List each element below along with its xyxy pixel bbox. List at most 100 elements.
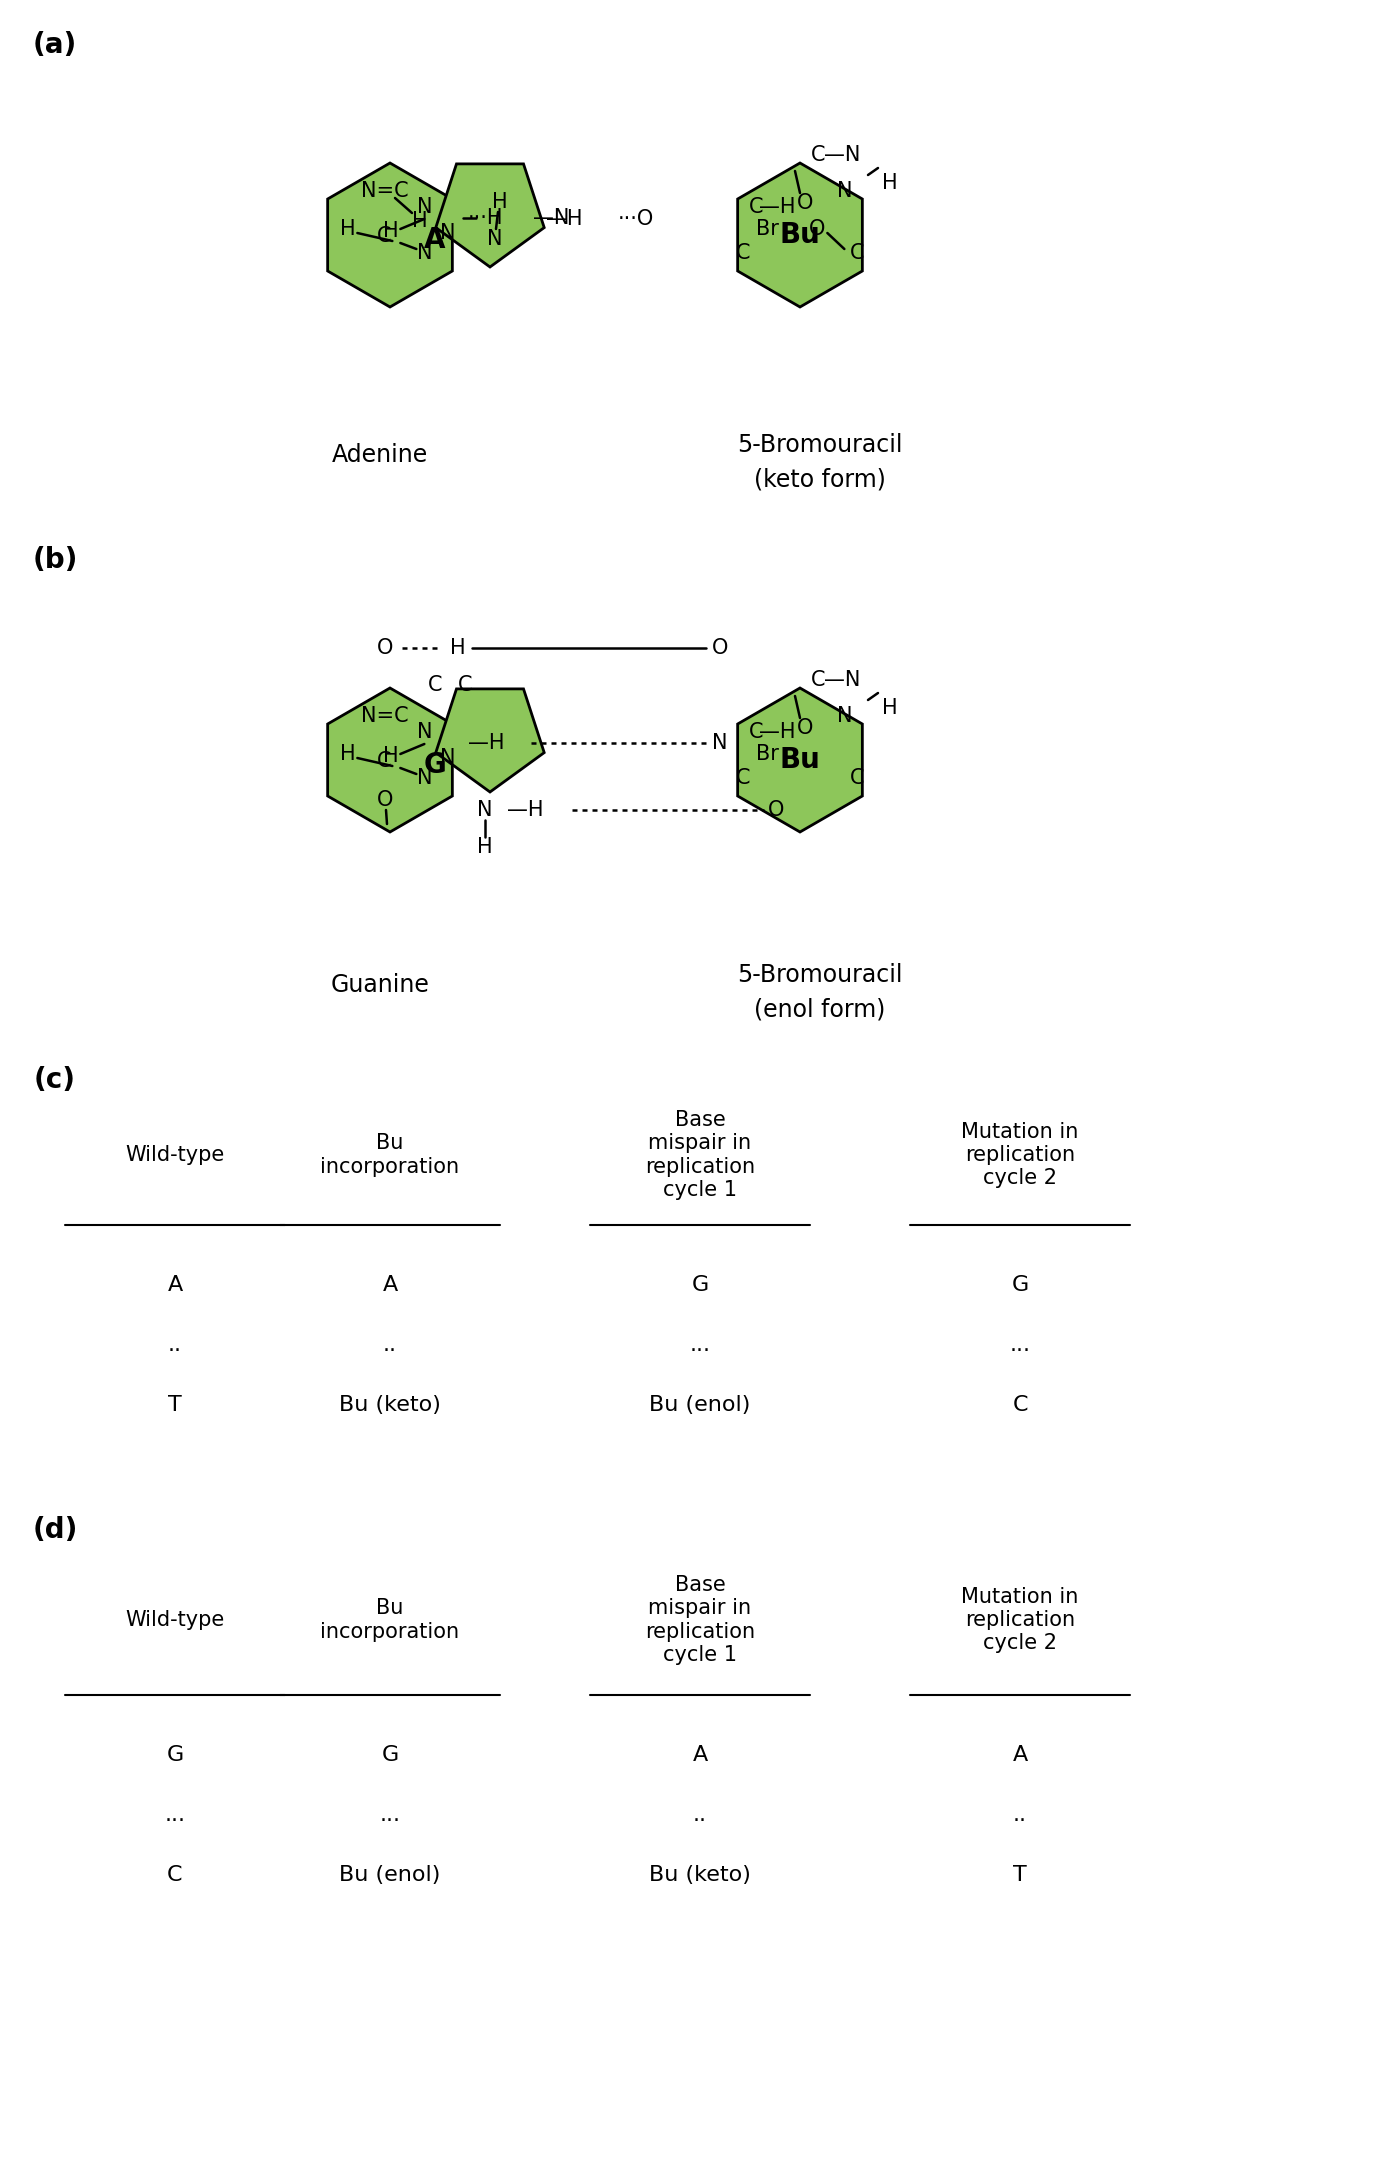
Text: ...: ... bbox=[689, 1334, 710, 1356]
Text: Bu (enol): Bu (enol) bbox=[340, 1864, 441, 1884]
Text: Bu: Bu bbox=[780, 222, 820, 250]
Text: N: N bbox=[837, 706, 852, 726]
Text: A: A bbox=[167, 1276, 182, 1295]
Text: Br: Br bbox=[756, 743, 780, 765]
Text: ..: .. bbox=[168, 1334, 182, 1356]
Text: Base
mispair in
replication
cycle 1: Base mispair in replication cycle 1 bbox=[644, 1575, 754, 1665]
Text: N: N bbox=[440, 748, 455, 767]
Text: (c): (c) bbox=[33, 1067, 77, 1093]
Text: H: H bbox=[883, 174, 898, 193]
Text: C: C bbox=[810, 669, 825, 691]
Text: —N: —N bbox=[824, 146, 860, 165]
Text: H: H bbox=[883, 698, 898, 717]
Text: H: H bbox=[340, 219, 355, 239]
Text: A: A bbox=[383, 1276, 398, 1295]
Text: Bu (keto): Bu (keto) bbox=[340, 1395, 441, 1415]
Text: ···O: ···O bbox=[618, 209, 654, 228]
Text: H: H bbox=[450, 639, 466, 658]
Polygon shape bbox=[738, 689, 863, 832]
Text: O: O bbox=[768, 800, 784, 819]
Text: (keto form): (keto form) bbox=[754, 467, 885, 491]
Text: C: C bbox=[749, 198, 763, 217]
Text: (a): (a) bbox=[33, 30, 77, 59]
Text: Guanine: Guanine bbox=[330, 974, 430, 997]
Text: Br: Br bbox=[756, 219, 780, 239]
Text: O: O bbox=[809, 219, 825, 239]
Text: N: N bbox=[440, 222, 455, 243]
Text: T: T bbox=[1013, 1864, 1027, 1884]
Text: Bu
incorporation: Bu incorporation bbox=[320, 1599, 459, 1641]
Text: Adenine: Adenine bbox=[331, 443, 429, 467]
Text: N: N bbox=[416, 767, 432, 789]
Text: C: C bbox=[458, 676, 472, 695]
Text: —N: —N bbox=[533, 209, 569, 228]
Polygon shape bbox=[436, 163, 544, 267]
Text: —H: —H bbox=[546, 209, 582, 228]
Text: N=C: N=C bbox=[361, 180, 409, 200]
Text: O: O bbox=[377, 791, 393, 811]
Text: C: C bbox=[167, 1864, 182, 1884]
Polygon shape bbox=[327, 163, 452, 306]
Text: C: C bbox=[810, 146, 825, 165]
Text: G: G bbox=[381, 1745, 398, 1764]
Text: ..: .. bbox=[383, 1334, 397, 1356]
Text: C: C bbox=[851, 243, 864, 263]
Text: C: C bbox=[377, 752, 391, 771]
Text: C: C bbox=[749, 721, 763, 741]
Text: ..: .. bbox=[693, 1806, 707, 1825]
Text: G: G bbox=[423, 752, 447, 778]
Text: —N: —N bbox=[824, 669, 860, 691]
Text: H: H bbox=[383, 745, 398, 767]
Text: 5-Bromouracil: 5-Bromouracil bbox=[738, 963, 903, 987]
Polygon shape bbox=[436, 689, 544, 791]
Text: T: T bbox=[168, 1395, 182, 1415]
Text: N: N bbox=[837, 180, 852, 200]
Text: N: N bbox=[416, 721, 432, 741]
Text: (enol form): (enol form) bbox=[754, 997, 885, 1021]
Polygon shape bbox=[738, 163, 863, 306]
Text: O: O bbox=[796, 193, 813, 213]
Text: G: G bbox=[692, 1276, 709, 1295]
Text: (d): (d) bbox=[32, 1517, 78, 1545]
Text: C: C bbox=[735, 767, 750, 789]
Text: O: O bbox=[796, 717, 813, 739]
Text: Bu (enol): Bu (enol) bbox=[649, 1395, 750, 1415]
Text: H: H bbox=[340, 743, 355, 765]
Text: Mutation in
replication
cycle 2: Mutation in replication cycle 2 bbox=[962, 1121, 1079, 1189]
Text: H: H bbox=[477, 837, 493, 856]
Text: H: H bbox=[493, 191, 508, 213]
Text: A: A bbox=[425, 226, 445, 254]
Text: 5-Bromouracil: 5-Bromouracil bbox=[738, 432, 903, 456]
Text: N: N bbox=[416, 198, 432, 217]
Text: —H: —H bbox=[507, 800, 543, 819]
Text: Bu
incorporation: Bu incorporation bbox=[320, 1134, 459, 1176]
Text: C: C bbox=[1012, 1395, 1027, 1415]
Text: G: G bbox=[1012, 1276, 1029, 1295]
Text: N=C: N=C bbox=[361, 706, 409, 726]
Text: ...: ... bbox=[164, 1806, 185, 1825]
Text: C: C bbox=[735, 243, 750, 263]
Text: ...: ... bbox=[380, 1806, 401, 1825]
Text: C: C bbox=[427, 676, 443, 695]
Text: O: O bbox=[711, 639, 728, 658]
Text: Wild-type: Wild-type bbox=[125, 1610, 224, 1630]
Text: G: G bbox=[167, 1745, 184, 1764]
Text: N: N bbox=[477, 800, 493, 819]
Text: C: C bbox=[851, 767, 864, 789]
Text: ..: .. bbox=[1013, 1806, 1027, 1825]
Text: ···H: ···H bbox=[468, 209, 504, 228]
Text: C: C bbox=[377, 226, 391, 246]
Text: —H: —H bbox=[760, 721, 796, 741]
Text: —H: —H bbox=[468, 732, 504, 754]
Polygon shape bbox=[327, 689, 452, 832]
Text: (b): (b) bbox=[32, 545, 78, 574]
Text: ...: ... bbox=[1009, 1334, 1030, 1356]
Text: Mutation in
replication
cycle 2: Mutation in replication cycle 2 bbox=[962, 1586, 1079, 1654]
Text: N: N bbox=[416, 243, 432, 263]
Text: Base
mispair in
replication
cycle 1: Base mispair in replication cycle 1 bbox=[644, 1110, 754, 1199]
Text: Bu (keto): Bu (keto) bbox=[649, 1864, 750, 1884]
Text: N: N bbox=[487, 228, 503, 250]
Text: O: O bbox=[377, 639, 393, 658]
Text: H: H bbox=[383, 222, 398, 241]
Text: A: A bbox=[692, 1745, 707, 1764]
